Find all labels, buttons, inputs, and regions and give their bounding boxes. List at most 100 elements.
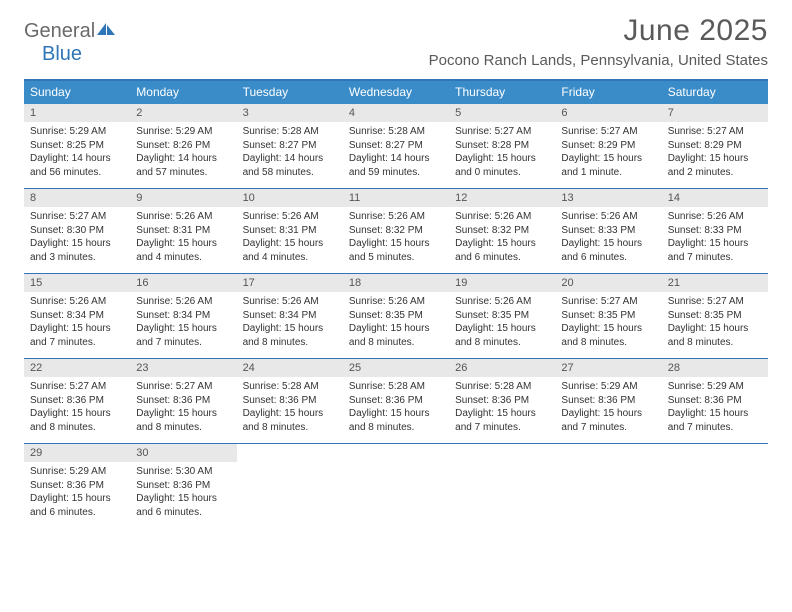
daylight-line: Daylight: 15 hours and 8 minutes.: [668, 322, 762, 349]
calendar: Sunday Monday Tuesday Wednesday Thursday…: [24, 79, 768, 528]
sunset-line: Sunset: 8:35 PM: [668, 309, 762, 323]
dow-sunday: Sunday: [24, 81, 130, 104]
daylight-line: Daylight: 14 hours and 57 minutes.: [136, 152, 230, 179]
day-cell: 24Sunrise: 5:28 AMSunset: 8:36 PMDayligh…: [237, 359, 343, 443]
sunrise-line: Sunrise: 5:27 AM: [30, 210, 124, 224]
daylight-line: Daylight: 15 hours and 8 minutes.: [455, 322, 549, 349]
day-number: 18: [343, 274, 449, 292]
daylight-line: Daylight: 15 hours and 8 minutes.: [349, 322, 443, 349]
sunset-line: Sunset: 8:29 PM: [561, 139, 655, 153]
weeks-container: 1Sunrise: 5:29 AMSunset: 8:25 PMDaylight…: [24, 104, 768, 528]
day-cell: 1Sunrise: 5:29 AMSunset: 8:25 PMDaylight…: [24, 104, 130, 188]
sunrise-line: Sunrise: 5:28 AM: [243, 380, 337, 394]
day-number: 23: [130, 359, 236, 377]
daylight-line: Daylight: 15 hours and 7 minutes.: [30, 322, 124, 349]
daylight-line: Daylight: 15 hours and 8 minutes.: [243, 322, 337, 349]
day-number: 21: [662, 274, 768, 292]
sunrise-line: Sunrise: 5:26 AM: [455, 210, 549, 224]
day-cell: 20Sunrise: 5:27 AMSunset: 8:35 PMDayligh…: [555, 274, 661, 358]
week-row: 29Sunrise: 5:29 AMSunset: 8:36 PMDayligh…: [24, 444, 768, 528]
sail-icon: [95, 21, 117, 37]
sunset-line: Sunset: 8:36 PM: [455, 394, 549, 408]
day-cell: 3Sunrise: 5:28 AMSunset: 8:27 PMDaylight…: [237, 104, 343, 188]
sunrise-line: Sunrise: 5:30 AM: [136, 465, 230, 479]
sunrise-line: Sunrise: 5:26 AM: [349, 210, 443, 224]
sunrise-line: Sunrise: 5:27 AM: [668, 125, 762, 139]
sunrise-line: Sunrise: 5:26 AM: [136, 295, 230, 309]
sunrise-line: Sunrise: 5:29 AM: [30, 125, 124, 139]
sunrise-line: Sunrise: 5:28 AM: [349, 380, 443, 394]
day-content: Sunrise: 5:29 AMSunset: 8:36 PMDaylight:…: [662, 377, 768, 440]
dow-thursday: Thursday: [449, 81, 555, 104]
sunrise-line: Sunrise: 5:28 AM: [349, 125, 443, 139]
day-cell: 13Sunrise: 5:26 AMSunset: 8:33 PMDayligh…: [555, 189, 661, 273]
sunrise-line: Sunrise: 5:28 AM: [243, 125, 337, 139]
day-cell: 6Sunrise: 5:27 AMSunset: 8:29 PMDaylight…: [555, 104, 661, 188]
sunset-line: Sunset: 8:36 PM: [136, 394, 230, 408]
sunrise-line: Sunrise: 5:26 AM: [243, 295, 337, 309]
daylight-line: Daylight: 14 hours and 59 minutes.: [349, 152, 443, 179]
dow-row: Sunday Monday Tuesday Wednesday Thursday…: [24, 81, 768, 104]
day-content: Sunrise: 5:26 AMSunset: 8:33 PMDaylight:…: [662, 207, 768, 270]
sunrise-line: Sunrise: 5:26 AM: [136, 210, 230, 224]
dow-wednesday: Wednesday: [343, 81, 449, 104]
sunset-line: Sunset: 8:36 PM: [561, 394, 655, 408]
day-content: Sunrise: 5:27 AMSunset: 8:29 PMDaylight:…: [662, 122, 768, 185]
page-subtitle: Pocono Ranch Lands, Pennsylvania, United…: [429, 52, 768, 69]
day-content: Sunrise: 5:28 AMSunset: 8:36 PMDaylight:…: [343, 377, 449, 440]
sunrise-line: Sunrise: 5:26 AM: [349, 295, 443, 309]
sunset-line: Sunset: 8:36 PM: [349, 394, 443, 408]
sunset-line: Sunset: 8:36 PM: [30, 394, 124, 408]
day-cell: 26Sunrise: 5:28 AMSunset: 8:36 PMDayligh…: [449, 359, 555, 443]
day-content: Sunrise: 5:26 AMSunset: 8:31 PMDaylight:…: [237, 207, 343, 270]
daylight-line: Daylight: 15 hours and 0 minutes.: [455, 152, 549, 179]
day-cell: 23Sunrise: 5:27 AMSunset: 8:36 PMDayligh…: [130, 359, 236, 443]
day-cell: 21Sunrise: 5:27 AMSunset: 8:35 PMDayligh…: [662, 274, 768, 358]
sunrise-line: Sunrise: 5:28 AM: [455, 380, 549, 394]
day-cell: 9Sunrise: 5:26 AMSunset: 8:31 PMDaylight…: [130, 189, 236, 273]
day-content: Sunrise: 5:27 AMSunset: 8:30 PMDaylight:…: [24, 207, 130, 270]
day-number: 10: [237, 189, 343, 207]
day-number: 30: [130, 444, 236, 462]
dow-tuesday: Tuesday: [237, 81, 343, 104]
sunset-line: Sunset: 8:36 PM: [136, 479, 230, 493]
sunset-line: Sunset: 8:33 PM: [668, 224, 762, 238]
day-number: 7: [662, 104, 768, 122]
daylight-line: Daylight: 15 hours and 4 minutes.: [136, 237, 230, 264]
day-number: 11: [343, 189, 449, 207]
day-number: 5: [449, 104, 555, 122]
day-number: 16: [130, 274, 236, 292]
daylight-line: Daylight: 15 hours and 5 minutes.: [349, 237, 443, 264]
sunrise-line: Sunrise: 5:29 AM: [136, 125, 230, 139]
day-content: Sunrise: 5:26 AMSunset: 8:32 PMDaylight:…: [343, 207, 449, 270]
sunrise-line: Sunrise: 5:27 AM: [30, 380, 124, 394]
dow-saturday: Saturday: [662, 81, 768, 104]
daylight-line: Daylight: 15 hours and 8 minutes.: [349, 407, 443, 434]
day-content: Sunrise: 5:26 AMSunset: 8:33 PMDaylight:…: [555, 207, 661, 270]
day-cell: 10Sunrise: 5:26 AMSunset: 8:31 PMDayligh…: [237, 189, 343, 273]
day-content: Sunrise: 5:26 AMSunset: 8:35 PMDaylight:…: [449, 292, 555, 355]
sunset-line: Sunset: 8:35 PM: [561, 309, 655, 323]
day-content: Sunrise: 5:27 AMSunset: 8:29 PMDaylight:…: [555, 122, 661, 185]
sunrise-line: Sunrise: 5:27 AM: [561, 295, 655, 309]
week-row: 1Sunrise: 5:29 AMSunset: 8:25 PMDaylight…: [24, 104, 768, 189]
day-number: 22: [24, 359, 130, 377]
logo-text-general: General: [24, 20, 95, 42]
day-cell: 5Sunrise: 5:27 AMSunset: 8:28 PMDaylight…: [449, 104, 555, 188]
day-content: Sunrise: 5:28 AMSunset: 8:27 PMDaylight:…: [237, 122, 343, 185]
sunset-line: Sunset: 8:36 PM: [30, 479, 124, 493]
daylight-line: Daylight: 15 hours and 7 minutes.: [668, 407, 762, 434]
day-cell: 22Sunrise: 5:27 AMSunset: 8:36 PMDayligh…: [24, 359, 130, 443]
sunrise-line: Sunrise: 5:26 AM: [668, 210, 762, 224]
day-cell: 17Sunrise: 5:26 AMSunset: 8:34 PMDayligh…: [237, 274, 343, 358]
day-content: Sunrise: 5:28 AMSunset: 8:36 PMDaylight:…: [449, 377, 555, 440]
sunset-line: Sunset: 8:31 PM: [136, 224, 230, 238]
daylight-line: Daylight: 15 hours and 7 minutes.: [136, 322, 230, 349]
day-number: 15: [24, 274, 130, 292]
logo: General Blue: [24, 14, 117, 66]
daylight-line: Daylight: 15 hours and 1 minute.: [561, 152, 655, 179]
day-number: 14: [662, 189, 768, 207]
sunrise-line: Sunrise: 5:26 AM: [455, 295, 549, 309]
day-content: Sunrise: 5:27 AMSunset: 8:36 PMDaylight:…: [24, 377, 130, 440]
day-content: Sunrise: 5:27 AMSunset: 8:36 PMDaylight:…: [130, 377, 236, 440]
